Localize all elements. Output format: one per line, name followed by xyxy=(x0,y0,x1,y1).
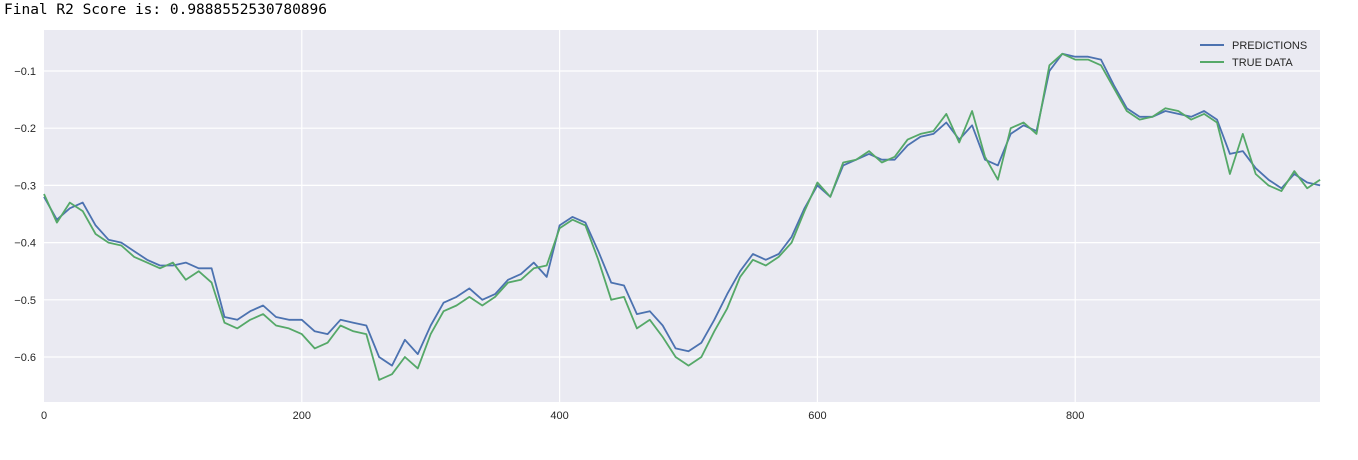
y-axis-ticks: −0.1 −0.2 −0.3 −0.4 −0.5 −0.6 xyxy=(14,66,36,364)
x-axis-ticks: 0 200 400 600 800 xyxy=(41,410,1084,422)
plot-area xyxy=(44,30,1320,402)
legend: PREDICTIONS TRUE DATA xyxy=(1200,40,1307,69)
x-tick-label: 0 xyxy=(41,410,47,422)
y-tick-label: −0.4 xyxy=(14,238,36,250)
x-tick-label: 200 xyxy=(293,410,311,422)
y-tick-label: −0.3 xyxy=(14,180,36,192)
data-series xyxy=(43,52,1321,381)
y-tick-label: −0.1 xyxy=(14,66,36,78)
y-tick-label: −0.2 xyxy=(14,123,36,135)
x-tick-label: 600 xyxy=(808,410,826,422)
true-data-line xyxy=(43,52,1321,381)
y-tick-label: −0.5 xyxy=(14,295,36,307)
legend-label: PREDICTIONS xyxy=(1232,40,1307,52)
legend-label: TRUE DATA xyxy=(1232,57,1293,69)
grid-lines xyxy=(44,30,1320,402)
y-tick-label: −0.6 xyxy=(14,352,36,364)
x-tick-label: 400 xyxy=(550,410,568,422)
x-tick-label: 800 xyxy=(1066,410,1084,422)
r2-score-output: Final R2 Score is: 0.9888552530780896 xyxy=(4,2,328,18)
predictions-line xyxy=(43,52,1321,367)
